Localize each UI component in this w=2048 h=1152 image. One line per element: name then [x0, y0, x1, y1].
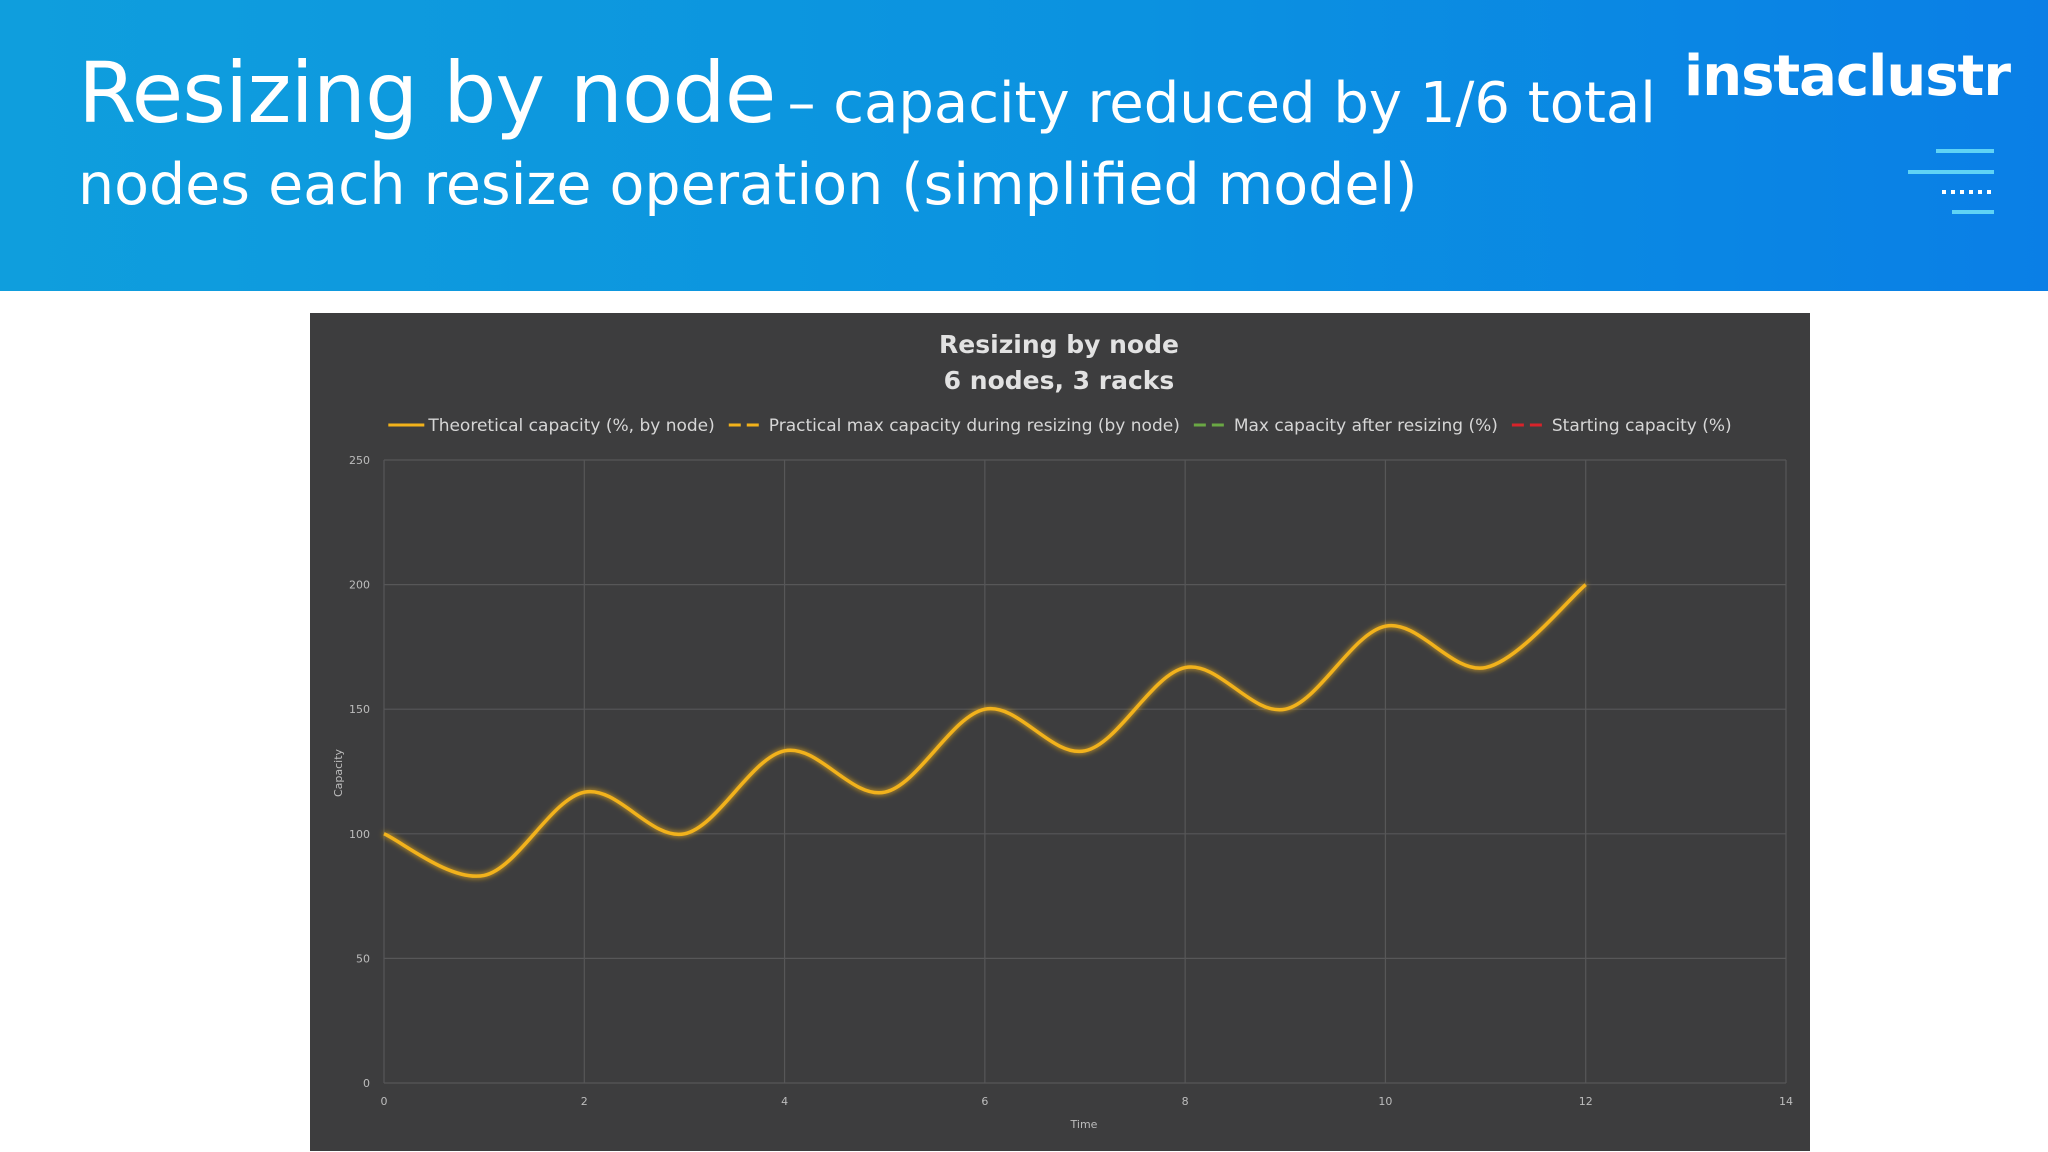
- x-tick-label: 8: [1182, 1095, 1189, 1108]
- series-lines: [383, 582, 1587, 878]
- x-tick-label: 4: [781, 1095, 788, 1108]
- y-tick-label: 0: [363, 1077, 370, 1090]
- x-tick-label: 10: [1378, 1095, 1392, 1108]
- chart-panel: 0 50 100 150 200 250 0 2 4 6 8 10 12 14 Resizing by n…: [310, 313, 1810, 1151]
- legend-entry-label: Theoretical capacity (%, by node): [427, 416, 714, 436]
- slide-title: Resizing by node: [78, 44, 776, 142]
- axes: 0 50 100 150 200 250 0 2 4 6 8 10 12 14: [349, 454, 1793, 1108]
- chart-title: Resizing by node: [939, 330, 1179, 359]
- slide-title-line-2: nodes each resize operation (simplified …: [78, 152, 1418, 218]
- brand-logo: instaclustr: [1684, 44, 2011, 109]
- y-axis-label: Capacity: [332, 748, 345, 797]
- x-axis-label: Time: [1070, 1118, 1098, 1131]
- title-banner: Resizing by node – capacity reduced by 1/…: [0, 0, 2048, 291]
- y-tick-label: 150: [349, 703, 370, 716]
- chart-subtitle: 6 nodes, 3 racks: [944, 366, 1175, 395]
- x-tick-label: 12: [1579, 1095, 1593, 1108]
- line-chart: 0 50 100 150 200 250 0 2 4 6 8 10 12 14 Resizing by n…: [332, 330, 1793, 1131]
- x-tick-label: 0: [381, 1095, 388, 1108]
- y-tick-label: 100: [349, 828, 370, 841]
- legend-entry-label: Practical max capacity during resizing (…: [769, 416, 1180, 436]
- slide-title-sub: – capacity reduced by 1/6 total: [787, 71, 1656, 136]
- x-tick-label: 6: [981, 1095, 988, 1108]
- legend-entry-label: Starting capacity (%): [1552, 416, 1732, 436]
- x-tick-label: 2: [581, 1095, 588, 1108]
- menu-lines-icon: [1908, 149, 1994, 214]
- title-line-1: Resizing by node – capacity reduced by 1/…: [78, 44, 1656, 142]
- series-line-1: [383, 583, 1587, 878]
- y-tick-label: 200: [349, 579, 370, 592]
- x-tick-label: 14: [1779, 1095, 1793, 1108]
- legend-entry-label: Max capacity after resizing (%): [1234, 416, 1498, 436]
- y-tick-label: 50: [356, 952, 370, 965]
- chart-legend: Theoretical capacity (%, by node) Practic…: [388, 416, 1732, 436]
- grid-lines: [383, 459, 1787, 1084]
- y-tick-label: 250: [349, 454, 370, 467]
